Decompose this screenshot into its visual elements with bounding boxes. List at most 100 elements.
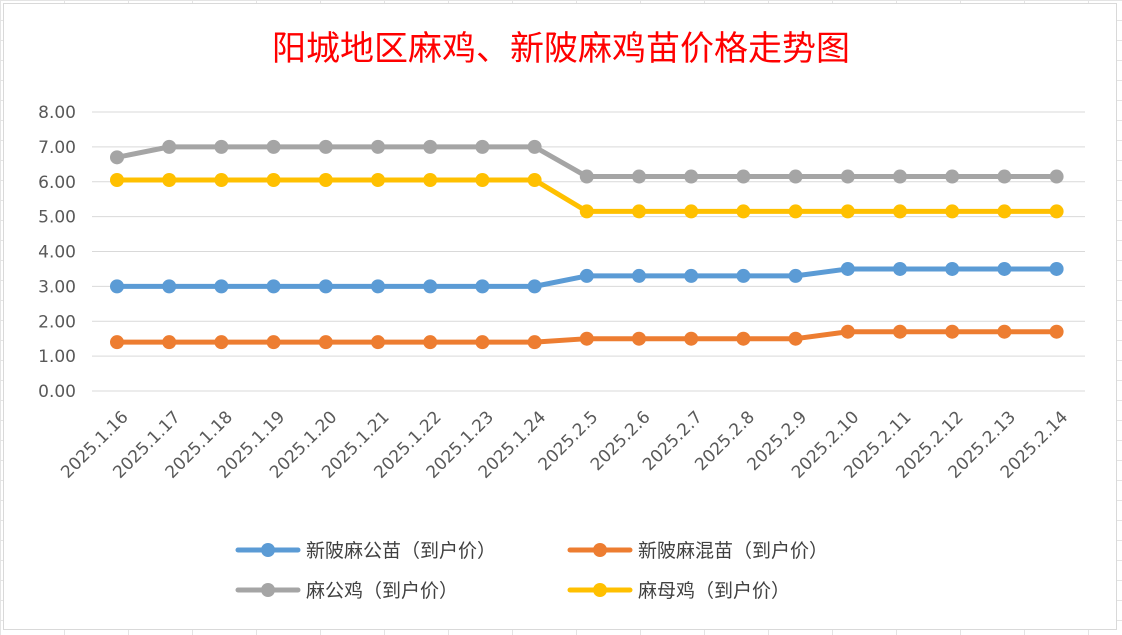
data-point [423,279,438,294]
y-tick-label: 1.00 [38,347,76,367]
legend-label: 新陂麻混苗（到户价） [638,540,828,562]
data-point [266,173,281,188]
data-point [1049,204,1064,219]
y-tick-label: 8.00 [38,103,76,123]
data-point [632,204,646,219]
data-point [579,331,594,346]
y-tick-label: 4.00 [38,243,76,263]
data-point [1049,169,1064,184]
data-point [527,173,542,188]
data-point [632,331,646,346]
data-point [214,335,229,350]
legend: 新陂麻公苗（到户价） 新陂麻混苗（到户价） 麻公鸡（到户价） 麻母鸡（到户价） [235,540,828,602]
data-point [632,169,646,184]
data-point [579,204,594,219]
gridlines [92,111,1085,392]
series-2 [110,139,1064,184]
series-0 [110,261,1064,294]
data-point [788,204,803,219]
y-axis-tick-labels: 0.00 1.00 2.00 3.00 4.00 5.00 6.00 7.00 8.00 [38,103,76,402]
data-point [997,261,1012,276]
data-point [788,169,803,184]
data-point [736,204,751,219]
data-point [318,173,333,188]
series-lines [110,139,1064,350]
data-point [371,335,385,350]
data-point [162,139,177,154]
data-point [423,335,438,350]
legend-swatch-marker [593,543,607,557]
data-point [684,204,699,219]
data-point [736,268,751,283]
data-point [214,173,229,188]
data-point [110,335,124,350]
legend-item[interactable]: 新陂麻混苗（到户价） [567,540,828,562]
data-point [266,139,281,154]
series-3 [110,173,1064,219]
data-point [527,335,542,350]
data-point [266,335,281,350]
data-point [475,279,490,294]
data-point [684,331,699,346]
y-tick-label: 0.00 [38,382,76,402]
data-point [945,169,960,184]
y-tick-label: 2.00 [38,312,76,332]
data-point [840,204,855,219]
data-point [423,173,438,188]
legend-swatch-marker [261,543,275,557]
data-point [632,268,646,283]
data-point [579,169,594,184]
y-tick-label: 5.00 [38,208,76,228]
data-point [997,169,1012,184]
data-point [893,261,907,276]
data-point [736,331,751,346]
data-point [893,324,907,339]
data-point [684,268,699,283]
chart-area[interactable] [3,3,1117,630]
data-point [684,169,699,184]
data-point [840,324,855,339]
data-point [423,139,438,154]
legend-item[interactable]: 麻公鸡（到户价） [235,580,458,602]
data-point [997,324,1012,339]
data-point [945,324,960,339]
legend-item[interactable]: 新陂麻公苗（到户价） [235,540,496,562]
y-tick-label: 7.00 [38,138,76,158]
legend-item[interactable]: 麻母鸡（到户价） [567,580,790,602]
y-tick-label: 3.00 [38,277,76,297]
data-point [893,204,907,219]
x-axis-tick-labels: 2025.1.162025.1.172025.1.182025.1.192025… [57,407,1072,482]
data-point [214,139,229,154]
chart-title: 阳城地区麻鸡、新陂麻鸡苗价格走势图 [272,29,850,69]
data-point [110,279,124,294]
series-1 [110,324,1064,350]
data-point [371,173,385,188]
data-point [840,169,855,184]
legend-label: 新陂麻公苗（到户价） [306,540,496,562]
data-point [371,279,385,294]
data-point [997,204,1012,219]
y-tick-label: 6.00 [38,173,76,193]
data-point [736,169,751,184]
data-point [162,173,177,188]
legend-swatch-marker [261,583,275,597]
data-point [840,261,855,276]
data-point [475,139,490,154]
data-point [214,279,229,294]
data-point [788,331,803,346]
data-point [318,335,333,350]
data-point [527,139,542,154]
data-point [162,335,177,350]
legend-label: 麻公鸡（到户价） [306,580,458,602]
data-point [318,279,333,294]
data-point [371,139,385,154]
data-point [110,173,124,188]
data-point [788,268,803,283]
data-point [318,139,333,154]
data-point [579,268,594,283]
data-point [893,169,907,184]
data-point [1049,261,1064,276]
data-point [475,335,490,350]
data-point [110,150,124,165]
